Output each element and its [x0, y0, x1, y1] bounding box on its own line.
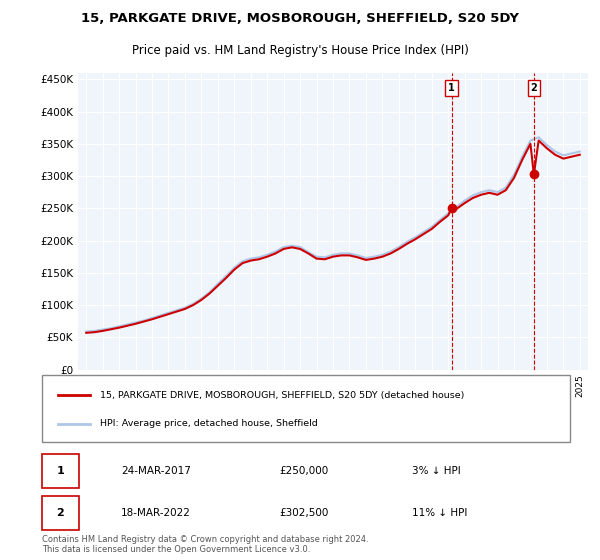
- Text: 24-MAR-2017: 24-MAR-2017: [121, 466, 191, 477]
- Text: 1: 1: [448, 83, 455, 92]
- Text: 11% ↓ HPI: 11% ↓ HPI: [412, 508, 467, 519]
- Text: 2: 2: [56, 508, 64, 519]
- FancyBboxPatch shape: [42, 496, 79, 530]
- Text: 18-MAR-2022: 18-MAR-2022: [121, 508, 191, 519]
- FancyBboxPatch shape: [42, 375, 570, 442]
- Text: 15, PARKGATE DRIVE, MOSBOROUGH, SHEFFIELD, S20 5DY (detached house): 15, PARKGATE DRIVE, MOSBOROUGH, SHEFFIEL…: [100, 391, 464, 400]
- Text: 1: 1: [56, 466, 64, 477]
- Text: Contains HM Land Registry data © Crown copyright and database right 2024.
This d: Contains HM Land Registry data © Crown c…: [42, 535, 368, 554]
- FancyBboxPatch shape: [42, 454, 79, 488]
- Text: 2: 2: [530, 83, 537, 92]
- Text: 3% ↓ HPI: 3% ↓ HPI: [412, 466, 460, 477]
- Text: HPI: Average price, detached house, Sheffield: HPI: Average price, detached house, Shef…: [100, 419, 318, 428]
- Text: Price paid vs. HM Land Registry's House Price Index (HPI): Price paid vs. HM Land Registry's House …: [131, 44, 469, 58]
- Text: 15, PARKGATE DRIVE, MOSBOROUGH, SHEFFIELD, S20 5DY: 15, PARKGATE DRIVE, MOSBOROUGH, SHEFFIEL…: [81, 12, 519, 25]
- Text: £302,500: £302,500: [280, 508, 329, 519]
- Text: £250,000: £250,000: [280, 466, 329, 477]
